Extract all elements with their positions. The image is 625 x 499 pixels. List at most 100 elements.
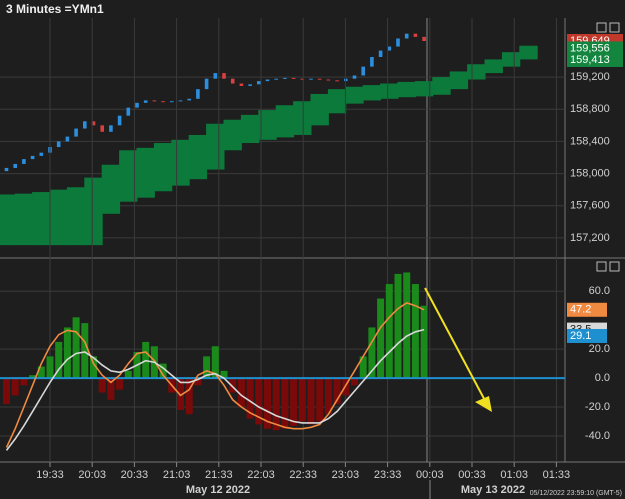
x-tick-label: 20:33 <box>121 469 149 481</box>
candle <box>213 73 218 79</box>
histogram-bar <box>3 378 10 405</box>
candle <box>413 33 418 37</box>
x-tick-label: 01:33 <box>543 469 571 481</box>
candle <box>152 100 157 102</box>
histogram-bar <box>394 273 402 379</box>
y-tick-label: -40.0 <box>585 430 610 442</box>
date-label: May 13 2022 <box>461 484 525 496</box>
cloud-slice <box>119 150 138 202</box>
candle <box>274 78 278 80</box>
y-tick-label: 158,000 <box>570 167 610 179</box>
histogram-bar <box>272 378 280 431</box>
indicator-line <box>5 328 425 451</box>
histogram-bar <box>237 378 245 408</box>
candle <box>352 75 357 79</box>
histogram-bar <box>203 356 211 379</box>
cloud-slice <box>206 123 225 170</box>
candle <box>22 159 26 164</box>
x-tick-label: 22:33 <box>289 469 317 481</box>
cloud-slice <box>258 110 277 140</box>
close-button[interactable] <box>609 261 620 272</box>
cloud-slice <box>362 85 382 101</box>
cloud-slice <box>467 64 486 80</box>
candle <box>91 121 96 126</box>
histogram-bar <box>420 305 428 379</box>
candle <box>65 136 70 142</box>
y-tick-label: 60.0 <box>589 285 610 297</box>
cloud-slice <box>275 105 295 138</box>
histogram-bar <box>264 378 271 429</box>
histogram-bar <box>177 378 184 410</box>
cloud-slice <box>32 192 51 246</box>
cloud-slice <box>519 45 538 60</box>
histogram-bar <box>116 378 124 390</box>
candle <box>404 33 409 39</box>
histogram-bar <box>351 378 358 386</box>
histogram-bar <box>11 378 19 396</box>
cloud-slice <box>310 93 329 126</box>
candle <box>196 89 200 99</box>
candle <box>422 36 426 41</box>
cloud-slice <box>0 194 16 246</box>
histogram-bar <box>194 378 202 386</box>
candle <box>100 125 104 132</box>
histogram-bar <box>20 378 28 386</box>
x-tick-label: 22:03 <box>247 469 275 481</box>
histogram-bar <box>185 378 193 415</box>
histogram-bar <box>324 378 332 415</box>
candle <box>56 141 61 148</box>
histogram-bar <box>316 378 324 422</box>
cloud-slice <box>66 187 86 246</box>
cloud-slice <box>345 86 364 104</box>
cloud-slice <box>414 81 434 97</box>
cloud-slice <box>136 147 155 198</box>
candle <box>300 78 305 80</box>
candle <box>135 102 139 108</box>
candle <box>74 128 78 137</box>
candle <box>187 98 191 101</box>
y-tick-label: 159,200 <box>570 71 610 83</box>
cloud-slice <box>327 89 347 114</box>
cloud-slice <box>501 52 521 67</box>
value-marker-box <box>567 302 607 317</box>
histogram-bar <box>107 378 115 400</box>
histogram-bar <box>255 378 263 425</box>
histogram-bar <box>229 378 237 393</box>
histogram-bar <box>37 366 45 379</box>
candle <box>326 79 331 81</box>
restore-button[interactable] <box>596 261 607 272</box>
annotation-arrow <box>424 287 492 412</box>
cloud-slice <box>293 101 312 135</box>
window-buttons[interactable] <box>596 22 620 272</box>
x-tick-label: 19:33 <box>36 469 64 481</box>
cloud-slice <box>484 59 503 74</box>
x-tick-label: 00:33 <box>458 469 486 481</box>
candle <box>309 78 313 80</box>
y-tick-label: 158,400 <box>570 135 610 147</box>
value-marker-box <box>567 328 607 343</box>
close-button[interactable] <box>609 22 620 33</box>
y-tick-label: 158,800 <box>570 103 610 115</box>
y-tick-label: 157,200 <box>570 232 610 244</box>
histogram-bar <box>359 356 367 379</box>
cloud-slice <box>171 139 190 186</box>
cloud-slice <box>380 83 399 99</box>
cloud-slice <box>449 71 469 90</box>
candle <box>204 78 209 90</box>
histogram-bar <box>72 317 80 379</box>
histogram-bar <box>46 356 54 379</box>
cloud-slice <box>14 193 34 246</box>
candle <box>83 121 87 129</box>
restore-button[interactable] <box>596 22 607 33</box>
candle <box>117 115 122 126</box>
cloud-slice <box>188 134 208 180</box>
histogram-bar <box>159 363 167 379</box>
price-label-box <box>567 41 623 56</box>
price-label: 159,556 <box>570 42 610 54</box>
candle <box>39 152 44 156</box>
candle <box>283 77 287 79</box>
price-label-box <box>567 52 623 67</box>
histogram-bar <box>211 346 219 379</box>
